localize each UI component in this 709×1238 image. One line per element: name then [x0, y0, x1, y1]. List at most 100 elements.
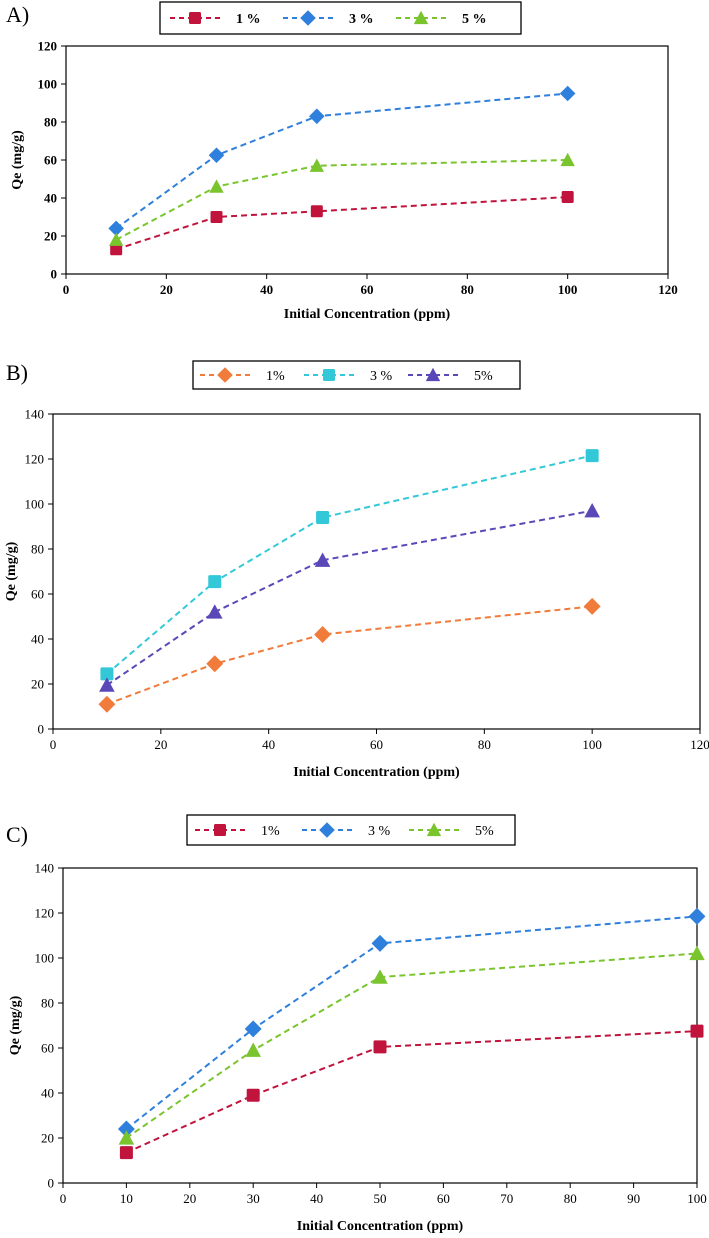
data-point — [688, 907, 706, 925]
legend-label: 5% — [475, 824, 494, 839]
legend-marker-square — [189, 12, 201, 24]
data-point — [108, 232, 124, 246]
data-point — [689, 945, 705, 961]
series-5pct — [118, 945, 705, 1145]
x-tick-label: 10 — [120, 1191, 133, 1206]
data-point — [208, 575, 222, 589]
y-tick-label: 0 — [48, 1176, 55, 1191]
legend-marker-diamond — [319, 822, 335, 838]
x-tick-label: 40 — [262, 737, 275, 752]
legend-label: 1% — [266, 369, 285, 384]
data-point — [559, 85, 576, 102]
data-point — [309, 158, 325, 172]
x-axis-title: Initial Concentration (ppm) — [284, 307, 451, 322]
y-tick-label: 100 — [38, 77, 58, 92]
x-tick-label: 120 — [658, 282, 678, 297]
series-line — [125, 952, 698, 1139]
legend-label: 3 % — [370, 369, 393, 384]
legend-label: 1 % — [236, 12, 261, 27]
y-tick-label: 100 — [25, 497, 45, 512]
series-line — [115, 196, 568, 251]
plot-area — [52, 413, 701, 730]
data-point — [208, 147, 225, 164]
plot-area — [62, 867, 698, 1184]
data-point — [98, 695, 116, 713]
y-tick-label: 120 — [25, 452, 45, 467]
y-tick-label: 60 — [41, 1041, 54, 1056]
x-tick-label: 80 — [461, 282, 474, 297]
data-point — [119, 1146, 133, 1160]
x-tick-label: 20 — [183, 1191, 196, 1206]
x-axis-title: Initial Concentration (ppm) — [293, 765, 460, 780]
legend-label: 5 % — [462, 12, 487, 27]
y-tick-label: 0 — [38, 722, 45, 737]
panel-label: C) — [6, 822, 28, 847]
x-tick-label: 60 — [370, 737, 383, 752]
y-tick-label: 20 — [31, 677, 44, 692]
legend: 1% 3 % 5% — [192, 360, 521, 390]
y-tick-label: 80 — [44, 115, 57, 130]
data-point — [316, 511, 330, 524]
x-tick-label: 100 — [687, 1191, 707, 1206]
data-point — [117, 1120, 135, 1138]
legend: 1 % 3 % 5 % — [159, 1, 522, 35]
legend-marker-triangle — [426, 822, 442, 837]
y-tick-label: 120 — [38, 39, 58, 54]
x-tick-label: 60 — [437, 1191, 450, 1206]
legend-marker-square — [214, 824, 226, 836]
y-tick-label: 40 — [44, 191, 57, 206]
data-point — [246, 1088, 260, 1102]
y-tick-label: 100 — [35, 951, 55, 966]
y-tick-label: 60 — [31, 587, 44, 602]
legend-marker-triangle — [425, 367, 441, 382]
x-tick-label: 60 — [361, 282, 374, 297]
data-point — [244, 1020, 262, 1038]
data-point — [309, 108, 325, 125]
x-tick-label: 50 — [374, 1191, 387, 1206]
y-tick-label: 140 — [25, 407, 45, 422]
chart-panel-a: A) 1 % 3 % 5 % 0 20 40 60 80 100 120 0 20 40 60 80 100 12… — [6, 1, 678, 322]
series-line — [115, 92, 568, 230]
legend-label: 5% — [474, 369, 493, 384]
series-line — [106, 454, 593, 675]
x-tick-label: 0 — [50, 737, 57, 752]
x-tick-label: 0 — [60, 1191, 67, 1206]
x-tick-label: 0 — [63, 282, 70, 297]
series-line — [106, 605, 593, 706]
x-tick-label: 40 — [310, 1191, 323, 1206]
data-point — [209, 179, 224, 193]
series-1pct — [119, 1024, 704, 1160]
y-tick-label: 20 — [41, 1131, 54, 1146]
series-3pct — [100, 449, 599, 681]
y-tick-label: 40 — [41, 1086, 54, 1101]
data-point — [373, 1040, 387, 1054]
data-point — [100, 667, 114, 681]
x-tick-label: 40 — [260, 282, 273, 297]
legend-marker-triangle — [413, 10, 429, 25]
series-1pct — [98, 597, 601, 713]
y-axis-title: Qe (mg/g) — [4, 541, 19, 601]
y-tick-label: 80 — [41, 996, 54, 1011]
series-line — [125, 915, 698, 1130]
series-line — [106, 509, 593, 686]
data-point — [206, 655, 224, 673]
data-point — [108, 220, 124, 237]
data-point — [690, 1024, 704, 1038]
chart-panel-b: B) 1% 3 % 5% 0 20 40 60 80 100 120 140 0 20 40 60 80 100 1… — [4, 360, 709, 780]
data-point — [583, 597, 601, 615]
y-axis-title: Qe (mg/g) — [10, 130, 25, 190]
x-tick-label: 20 — [154, 737, 167, 752]
data-point — [206, 604, 223, 619]
data-point — [245, 1042, 261, 1057]
legend-marker-diamond — [217, 367, 233, 383]
chart-panel-c: C) 1% 3 % 5% 0 20 40 60 80 100 120 140 0 10 20 30 40 50 60… — [6, 814, 707, 1234]
x-tick-label: 100 — [582, 737, 602, 752]
y-tick-label: 20 — [44, 229, 57, 244]
series-3pct — [108, 85, 576, 237]
legend-box — [192, 360, 521, 390]
x-tick-label: 90 — [627, 1191, 640, 1206]
data-point — [584, 502, 600, 518]
series-5pct — [108, 152, 575, 246]
x-tick-label: 100 — [558, 282, 578, 297]
